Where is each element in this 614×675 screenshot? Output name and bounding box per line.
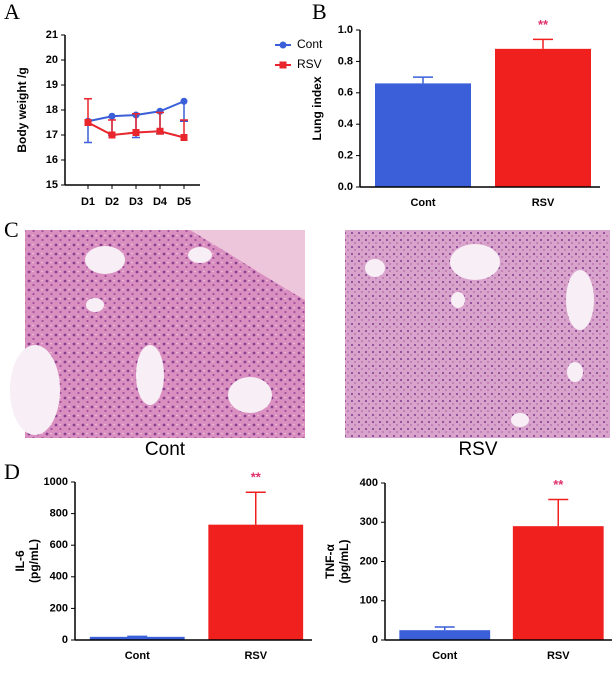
- y-tick-label: 0: [372, 634, 378, 646]
- bar: [375, 83, 471, 187]
- y-axis-label: Body weight /g: [15, 67, 29, 152]
- x-tick-label: D2: [105, 196, 119, 208]
- y-tick-label: 1.0: [338, 24, 353, 36]
- x-tick-label: Cont: [410, 197, 435, 209]
- y-tick-label: 0.6: [338, 87, 353, 99]
- y-tick-label: 20: [46, 54, 58, 66]
- bar: [512, 526, 604, 640]
- y-tick-label: 400: [50, 571, 68, 583]
- x-tick-label: RSV: [244, 650, 267, 662]
- bar: [399, 630, 491, 640]
- x-tick-label: RSV: [532, 197, 555, 209]
- legend-label: Cont: [297, 37, 323, 51]
- y-tick-label: 300: [360, 516, 378, 528]
- x-tick-label: D5: [177, 196, 191, 208]
- x-tick-label: D4: [153, 196, 168, 208]
- marker: [132, 129, 140, 136]
- marker: [108, 131, 116, 139]
- histology-image: [345, 230, 610, 438]
- y-tick-label: 800: [50, 508, 68, 520]
- panel-label: A: [4, 0, 20, 24]
- panel-label: C: [4, 217, 19, 242]
- image-caption: RSV: [458, 439, 497, 460]
- marker: [156, 127, 164, 135]
- panel-label: D: [4, 459, 20, 484]
- y-tick-label: 16: [46, 154, 58, 166]
- x-tick-label: Cont: [125, 650, 150, 662]
- y-tick-label: 0.8: [338, 55, 353, 67]
- y-tick-label: 600: [50, 539, 68, 551]
- y-axis-label: IL-6: [13, 550, 27, 572]
- y-tick-label: 200: [50, 602, 68, 614]
- legend-marker: [279, 61, 287, 69]
- marker: [108, 112, 116, 120]
- y-tick-label: 19: [46, 79, 58, 91]
- panel-label: B: [312, 0, 327, 24]
- marker: [84, 119, 92, 126]
- y-tick-label: 0: [62, 634, 68, 646]
- y-tick-label: 1000: [44, 476, 68, 488]
- y-tick-label: 400: [360, 477, 378, 489]
- bar: [495, 48, 591, 188]
- significance: **: [251, 470, 262, 485]
- legend-marker: [279, 41, 287, 49]
- y-axis-label: Lung index: [310, 76, 324, 140]
- significance: **: [538, 17, 549, 32]
- significance: **: [553, 477, 564, 492]
- y-tick-label: 0.0: [338, 181, 353, 193]
- y-tick-label: 0.4: [338, 118, 354, 130]
- legend-label: RSV: [297, 57, 322, 71]
- marker: [180, 97, 188, 105]
- y-axis-label: (pg/mL): [337, 540, 351, 584]
- y-axis-label: TNF-α: [323, 544, 337, 579]
- histology-image: [10, 230, 305, 438]
- y-tick-label: 21: [46, 29, 58, 41]
- y-axis-label: (pg/mL): [27, 539, 41, 583]
- y-tick-label: 200: [360, 555, 378, 567]
- y-tick-label: 100: [360, 595, 378, 607]
- x-tick-label: Cont: [432, 650, 457, 662]
- marker: [180, 134, 188, 141]
- image-caption: Cont: [145, 439, 186, 460]
- y-tick-label: 0.2: [338, 150, 353, 162]
- x-tick-label: D1: [81, 196, 95, 208]
- y-tick-label: 17: [46, 129, 58, 141]
- x-tick-label: RSV: [547, 650, 570, 662]
- x-tick-label: D3: [129, 196, 143, 208]
- bar: [208, 524, 304, 640]
- bar: [89, 636, 185, 640]
- y-tick-label: 15: [46, 179, 58, 191]
- y-tick-label: 18: [46, 104, 58, 116]
